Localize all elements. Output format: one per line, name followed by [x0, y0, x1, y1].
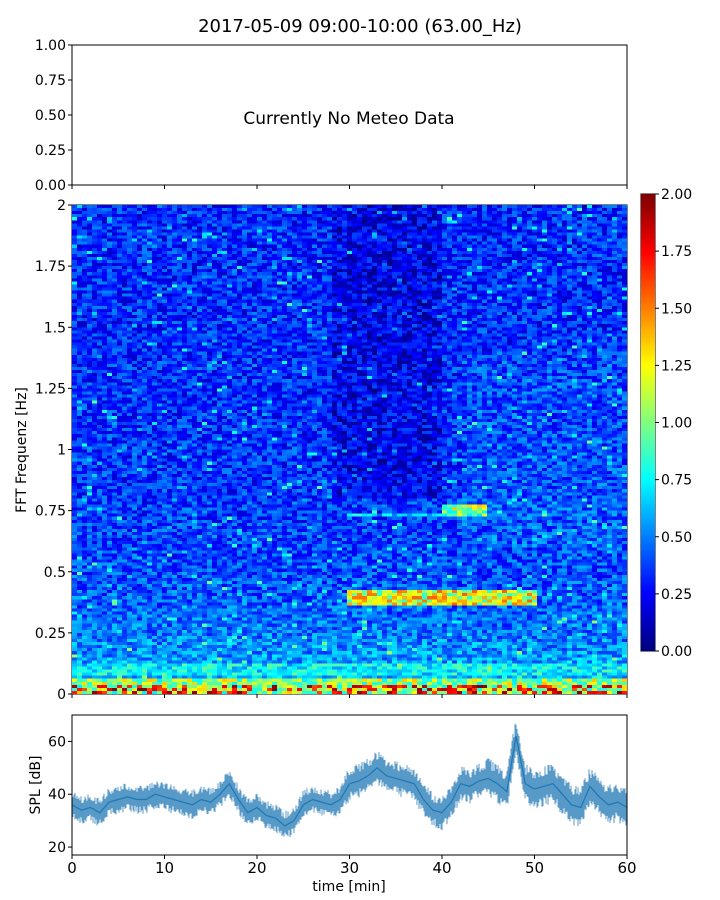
- spl-x-tick-label: 30: [340, 859, 359, 877]
- no-meteo-annotation: Currently No Meteo Data: [243, 109, 454, 129]
- colorbar-tick-label: 1.50: [661, 301, 692, 317]
- colorbar-tick-label: 0.75: [661, 473, 692, 489]
- spl-x-tick-label: 0: [67, 859, 77, 877]
- spl-panel: 20 40 60 0 10 20 30 40 50 60 SPL [dB] time [min]: [28, 714, 637, 895]
- colorbar: 0.00 0.25 0.50 0.75 1.00 1.25 1.50 1.75 2.00: [640, 187, 692, 660]
- spl-x-ticks: 0 10 20 30 40 50 60: [67, 855, 637, 877]
- spl-y-tick-label: 60: [48, 734, 66, 750]
- spl-x-tick-label: 60: [617, 859, 636, 877]
- colorbar-tick-label: 1.75: [661, 244, 692, 260]
- meteo-y-tick-label: 0.50: [35, 108, 66, 124]
- colorbar-tick-label: 0.25: [661, 587, 692, 603]
- spl-x-tick-label: 40: [432, 859, 451, 877]
- colorbar-tick-label: 2.00: [661, 187, 692, 203]
- colorbar-tick-label: 0.50: [661, 530, 692, 546]
- colorbar-tick-label: 0.00: [661, 644, 692, 660]
- spectrogram-y-tick-label: 0.25: [35, 626, 66, 642]
- spectrogram-y-label: FFT Frequenz [Hz]: [14, 387, 30, 513]
- colorbar-tick-label: 1.00: [661, 416, 692, 432]
- meteo-x-ticks: [71, 185, 628, 189]
- meteo-panel: Currently No Meteo Data 0.00 0.25 0.50 0.75…: [35, 38, 628, 194]
- spectrogram-y-tick-label: 1.75: [35, 259, 66, 275]
- spl-x-tick-label: 50: [525, 859, 544, 877]
- spectrogram-y-tick-label: 0.75: [35, 504, 66, 520]
- chart-title: 2017-05-09 09:00-10:00 (63.00_Hz): [198, 16, 522, 37]
- spl-y-tick-label: 40: [48, 787, 66, 803]
- meteo-plot-area: [71, 44, 628, 186]
- spectrogram-y-tick-label: 1.5: [44, 320, 66, 336]
- colorbar-gradient: [641, 194, 655, 651]
- spectrogram-y-ticks: 0 0.25 0.5 0.75 1 1.25 1.5 1.75 2: [35, 198, 72, 703]
- colorbar-ticks: 0.00 0.25 0.50 0.75 1.00 1.25 1.50 1.75 2.00: [655, 187, 692, 660]
- spl-y-tick-label: 20: [48, 840, 66, 856]
- meteo-y-tick-label: 0.25: [35, 143, 66, 159]
- spl-y-label: SPL [dB]: [28, 756, 44, 815]
- time-x-label: time [min]: [312, 879, 385, 895]
- spectrogram-y-tick-label: 1.25: [35, 381, 66, 397]
- spectrogram-y-tick-label: 0: [57, 687, 66, 703]
- spl-series-line: [71, 735, 628, 827]
- spectrogram-y-tick-label: 1: [57, 443, 66, 459]
- spectrogram-x-ticks: [71, 694, 628, 698]
- spl-x-tick-label: 10: [155, 859, 174, 877]
- meteo-y-ticks: 0.00 0.25 0.50 0.75 1.00: [35, 38, 72, 194]
- meteo-y-tick-label: 0.75: [35, 73, 66, 89]
- colorbar-tick-label: 1.25: [661, 358, 692, 374]
- spectrogram-heatmap: [72, 205, 627, 694]
- meteo-y-tick-label: 1.00: [35, 38, 66, 54]
- meteo-y-tick-label: 0.00: [35, 178, 66, 194]
- spl-x-tick-label: 20: [247, 859, 266, 877]
- spl-y-ticks: 20 40 60: [48, 734, 72, 856]
- spectrogram-y-tick-label: 0.5: [44, 565, 66, 581]
- spectrogram-y-tick-label: 2: [57, 198, 66, 214]
